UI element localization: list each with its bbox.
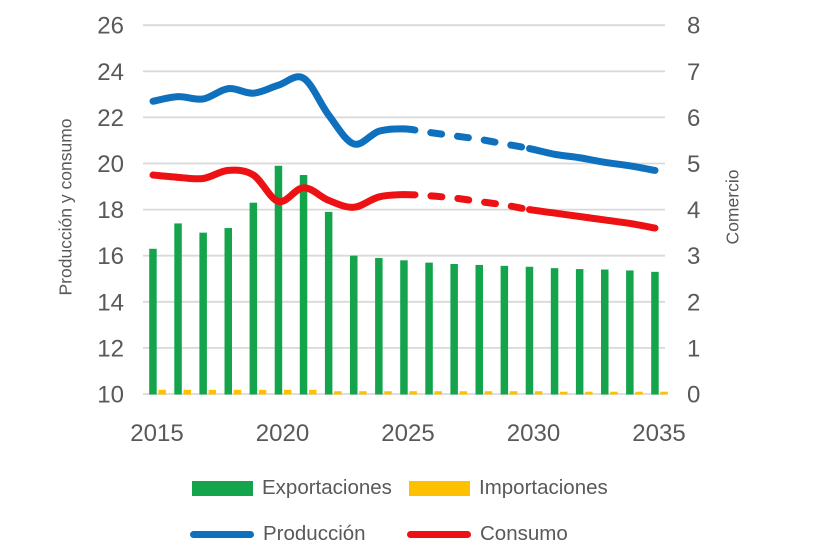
bar-exportaciones (224, 228, 232, 395)
line-consumo-dashed-projection (400, 191, 533, 214)
right-axis-tick: 1 (687, 335, 700, 362)
bar-importaciones (384, 391, 392, 395)
legend-swatch-consumo-icon (407, 530, 471, 538)
left-axis-tick: 10 (97, 382, 124, 409)
bar-importaciones (183, 389, 191, 395)
left-axis-tick: 26 (97, 13, 124, 40)
right-axis-tick: 3 (687, 243, 700, 270)
legend-swatch-exportaciones-icon (192, 480, 253, 496)
bar-importaciones (434, 391, 442, 395)
bar-exportaciones (425, 262, 433, 395)
bar-exportaciones (199, 232, 207, 395)
bar-exportaciones (550, 268, 559, 395)
bar-importaciones (560, 391, 568, 395)
bar-importaciones (309, 389, 317, 395)
left-axis-tick: 14 (97, 289, 124, 316)
legend-label-exportaciones: Exportaciones (262, 476, 392, 499)
legend-label-produccion: Producción (263, 522, 366, 545)
bar-importaciones (484, 391, 493, 395)
bar-importaciones (409, 391, 417, 395)
bar-exportaciones (500, 265, 509, 395)
legend-item-produccion: Producción (190, 523, 366, 545)
left-axis-tick: 24 (97, 59, 124, 86)
bar-exportaciones (350, 255, 358, 395)
x-axis-tick: 2035 (632, 420, 685, 447)
bar-exportaciones (651, 271, 659, 395)
right-axis-title: Comercio (722, 169, 743, 245)
legend-swatch-produccion-icon (190, 530, 254, 538)
bar-importaciones (610, 391, 618, 395)
right-axis-tick: 6 (687, 105, 700, 132)
bar-importaciones (509, 391, 518, 395)
bar-exportaciones (400, 260, 408, 395)
x-axis-tick: 2025 (381, 420, 434, 447)
line-produccion-solid-history (149, 73, 408, 148)
left-axis-tick: 16 (97, 243, 124, 270)
bar-importaciones (660, 391, 668, 395)
left-axis-tick: 20 (97, 151, 124, 178)
right-axis-tick: 4 (687, 197, 700, 224)
x-axis-tick: 2020 (256, 420, 309, 447)
bar-importaciones (334, 391, 342, 395)
bar-importaciones (459, 391, 468, 395)
line-produccion-dashed-projection (400, 125, 533, 153)
bar-exportaciones (324, 211, 333, 395)
left-axis-title: Producción y consumo (55, 118, 76, 296)
bar-exportaciones (249, 202, 258, 395)
right-axis-tick: 2 (687, 289, 700, 316)
bar-exportaciones (299, 175, 308, 395)
bar-importaciones (585, 391, 593, 395)
legend-item-exportaciones: Exportaciones (192, 477, 392, 499)
bar-exportaciones (475, 264, 483, 395)
line-consumo-solid-history (149, 166, 408, 211)
right-axis-tick: 8 (687, 13, 700, 40)
bar-importaciones (158, 389, 166, 395)
bar-importaciones (233, 389, 242, 395)
legend-label-consumo: Consumo (480, 522, 568, 545)
x-axis-tick: 2030 (507, 420, 560, 447)
line-produccion-solid-projection (526, 145, 659, 174)
bar-exportaciones (174, 223, 182, 395)
x-axis-tick: 2015 (130, 420, 183, 447)
bar-exportaciones (375, 258, 383, 395)
legend-label-importaciones: Importaciones (479, 476, 608, 499)
bar-importaciones (359, 391, 367, 395)
legend-item-consumo: Consumo (407, 523, 568, 545)
left-axis-tick: 18 (97, 197, 124, 224)
legend-item-importaciones: Importaciones (409, 477, 608, 499)
legend-swatch-importaciones-icon (409, 480, 470, 496)
left-axis-tick: 12 (97, 335, 124, 362)
bar-exportaciones (601, 269, 609, 395)
right-axis-tick: 5 (687, 151, 700, 178)
bar-importaciones (258, 389, 267, 395)
line-consumo-solid-projection (526, 206, 659, 232)
bar-importaciones (635, 391, 643, 395)
bar-exportaciones (575, 269, 584, 395)
bar-exportaciones (525, 266, 534, 395)
bar-exportaciones (149, 248, 157, 395)
left-axis-tick: 22 (97, 105, 124, 132)
right-axis-tick: 7 (687, 59, 700, 86)
right-axis-tick: 0 (687, 382, 700, 409)
bar-exportaciones (626, 270, 634, 395)
bar-exportaciones (274, 165, 283, 395)
bar-importaciones (208, 389, 217, 395)
bar-importaciones (283, 389, 292, 395)
bar-exportaciones (450, 263, 458, 395)
bar-importaciones (534, 391, 543, 395)
